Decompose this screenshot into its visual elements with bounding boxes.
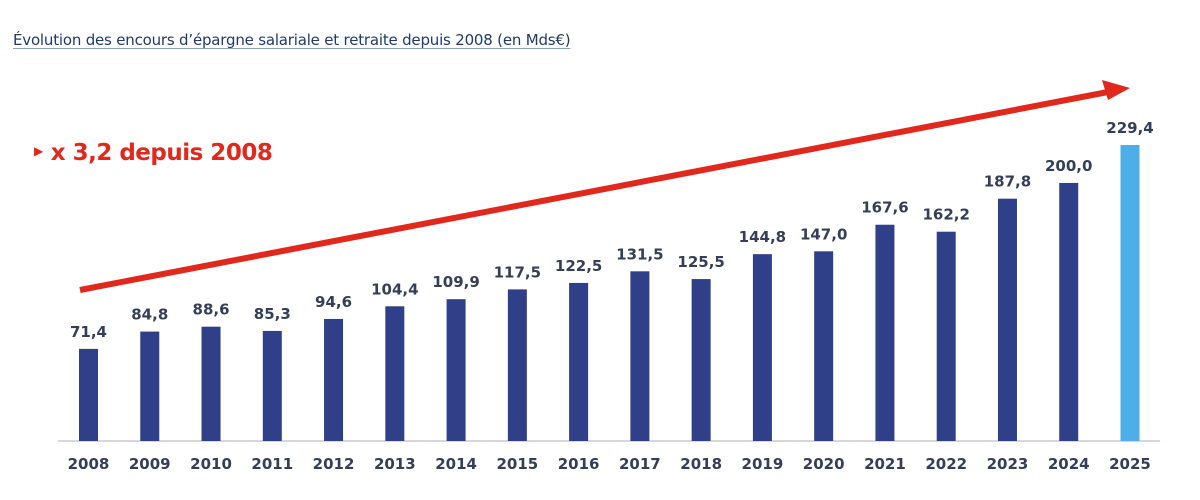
bar-2009 (140, 331, 160, 441)
bar-2014 (446, 299, 466, 441)
x-tick-label-2020: 2020 (803, 455, 845, 473)
value-label-2012: 94,6 (315, 293, 352, 311)
bar-2023 (997, 198, 1017, 441)
value-label-2016: 122,5 (555, 257, 602, 275)
bar-2021 (875, 224, 895, 441)
x-tick-label-2018: 2018 (680, 455, 722, 473)
x-tick-label-2008: 2008 (68, 455, 110, 473)
bar-2018 (691, 279, 711, 441)
value-label-2011: 85,3 (254, 305, 291, 323)
x-tick-label-2022: 2022 (925, 455, 967, 473)
x-tick-label-2023: 2023 (987, 455, 1029, 473)
value-label-2013: 104,4 (371, 280, 418, 298)
bar-2015 (507, 289, 527, 441)
value-label-2024: 200,0 (1045, 157, 1092, 175)
bar-2022 (936, 231, 956, 441)
bar-2025 (1120, 145, 1140, 441)
trend-arrow-head-icon (1102, 80, 1130, 100)
growth-annotation-text: x 3,2 depuis 2008 (50, 140, 273, 166)
bar-2011 (262, 330, 282, 441)
value-label-2020: 147,0 (800, 225, 847, 243)
bar-2010 (201, 326, 221, 441)
bar-2013 (385, 306, 405, 441)
trend-arrow-line (79, 89, 1109, 293)
value-label-2014: 109,9 (432, 273, 479, 291)
x-tick-label-2010: 2010 (190, 455, 232, 473)
x-tick-label-2024: 2024 (1048, 455, 1090, 473)
value-label-2015: 117,5 (494, 263, 541, 281)
value-label-2019: 144,8 (739, 228, 786, 246)
bar-2012 (324, 318, 344, 441)
bar-2008 (79, 348, 98, 441)
bar-2017 (630, 271, 650, 441)
chart-title: Évolution des encours d’épargne salarial… (13, 31, 571, 49)
triangle-bullet-icon: ▶ (34, 143, 43, 158)
value-label-2009: 84,8 (131, 306, 168, 324)
value-label-2025: 229,4 (1106, 119, 1153, 137)
x-tick-label-2011: 2011 (251, 455, 293, 473)
value-label-2018: 125,5 (677, 253, 724, 271)
value-label-2008: 71,4 (70, 323, 107, 341)
bar-2020 (814, 251, 834, 441)
x-tick-label-2017: 2017 (619, 455, 661, 473)
value-label-2017: 131,5 (616, 245, 663, 263)
value-label-2022: 162,2 (922, 206, 969, 224)
x-tick-label-2016: 2016 (558, 455, 600, 473)
x-tick-label-2025: 2025 (1109, 455, 1151, 473)
x-tick-label-2019: 2019 (742, 455, 784, 473)
value-label-2023: 187,8 (984, 173, 1031, 191)
bar-2016 (569, 282, 589, 441)
x-tick-label-2012: 2012 (313, 455, 355, 473)
growth-annotation: ▶ x 3,2 depuis 2008 (34, 140, 273, 166)
value-label-2021: 167,6 (861, 199, 908, 217)
x-tick-label-2021: 2021 (864, 455, 906, 473)
x-tick-label-2013: 2013 (374, 455, 416, 473)
x-tick-label-2014: 2014 (435, 455, 477, 473)
x-tick-label-2009: 2009 (129, 455, 171, 473)
bar-2019 (752, 254, 772, 441)
value-label-2010: 88,6 (193, 301, 230, 319)
bar-2024 (1059, 182, 1079, 441)
x-tick-label-2015: 2015 (496, 455, 538, 473)
